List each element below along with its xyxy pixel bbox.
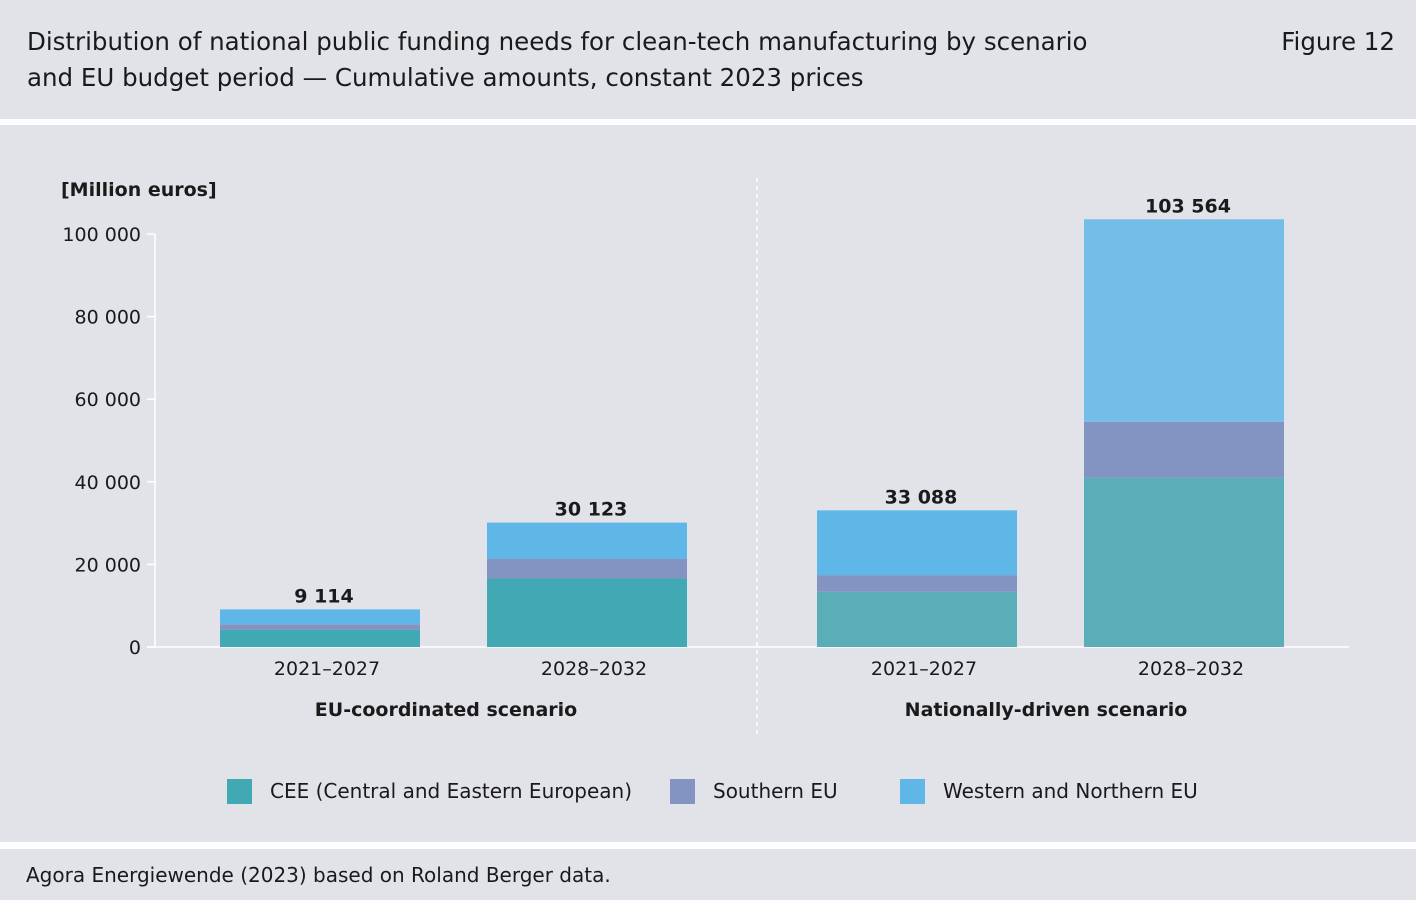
- bar-segment-southern-eu: [817, 575, 1017, 592]
- scenario-group-label: Nationally-driven scenario: [905, 699, 1188, 721]
- bar-segment-cee: [220, 629, 420, 647]
- bar-segment-cee: [487, 578, 687, 647]
- bar-segment-western-northern-eu: [1084, 219, 1284, 422]
- bar-segment-southern-eu: [487, 558, 687, 579]
- x-category-label: 2028–2032: [541, 658, 647, 680]
- bar-total-label: 30 123: [555, 499, 628, 521]
- bar-total-label: 33 088: [885, 486, 958, 508]
- chart-title-line-2: and EU budget period — Cumulative amount…: [27, 63, 864, 92]
- legend: CEE (Central and Eastern European) South…: [0, 776, 1416, 806]
- legend-item-western-northern-eu: Western and Northern EU: [900, 776, 1198, 806]
- y-tick-label: 100 000: [62, 224, 141, 246]
- legend-swatch-western-northern-eu: [900, 778, 925, 804]
- y-tick-label: 0: [129, 637, 141, 659]
- bar-segment-cee: [1084, 477, 1284, 647]
- bar-segment-cee: [817, 591, 1017, 647]
- footer-panel: [0, 849, 1416, 900]
- bar-segment-southern-eu: [220, 624, 420, 630]
- y-tick-label: 60 000: [75, 389, 141, 411]
- legend-label-southern-eu: Southern EU: [713, 779, 838, 803]
- legend-item-southern-eu: Southern EU: [670, 776, 838, 806]
- bar-total-label: 9 114: [294, 585, 354, 607]
- bar-segment-southern-eu: [1084, 421, 1284, 478]
- bar-segment-western-northern-eu: [817, 510, 1017, 576]
- y-axis-label: [Million euros]: [61, 179, 217, 201]
- legend-swatch-cee: [227, 778, 252, 804]
- y-tick-label: 40 000: [75, 472, 141, 494]
- legend-swatch-southern-eu: [670, 778, 695, 804]
- y-tick-label: 80 000: [75, 307, 141, 329]
- x-category-label: 2028–2032: [1138, 658, 1244, 680]
- bar-segment-western-northern-eu: [487, 522, 687, 559]
- chart-title: Distribution of national public funding …: [27, 24, 1147, 96]
- scenario-group-label: EU-coordinated scenario: [315, 699, 577, 721]
- x-category-label: 2021–2027: [871, 658, 977, 680]
- figure-label: Figure 12: [1281, 27, 1395, 56]
- y-tick-label: 20 000: [75, 554, 141, 576]
- bar-segment-western-northern-eu: [220, 609, 420, 625]
- x-category-label: 2021–2027: [274, 658, 380, 680]
- bar-total-label: 103 564: [1145, 195, 1231, 217]
- legend-label-western-northern-eu: Western and Northern EU: [943, 779, 1198, 803]
- legend-item-cee: CEE (Central and Eastern European): [227, 776, 632, 806]
- chart-title-line-1: Distribution of national public funding …: [27, 27, 1088, 56]
- legend-label-cee: CEE (Central and Eastern European): [270, 779, 632, 803]
- header-panel: Distribution of national public funding …: [0, 0, 1416, 119]
- source-note: Agora Energiewende (2023) based on Rolan…: [26, 863, 611, 887]
